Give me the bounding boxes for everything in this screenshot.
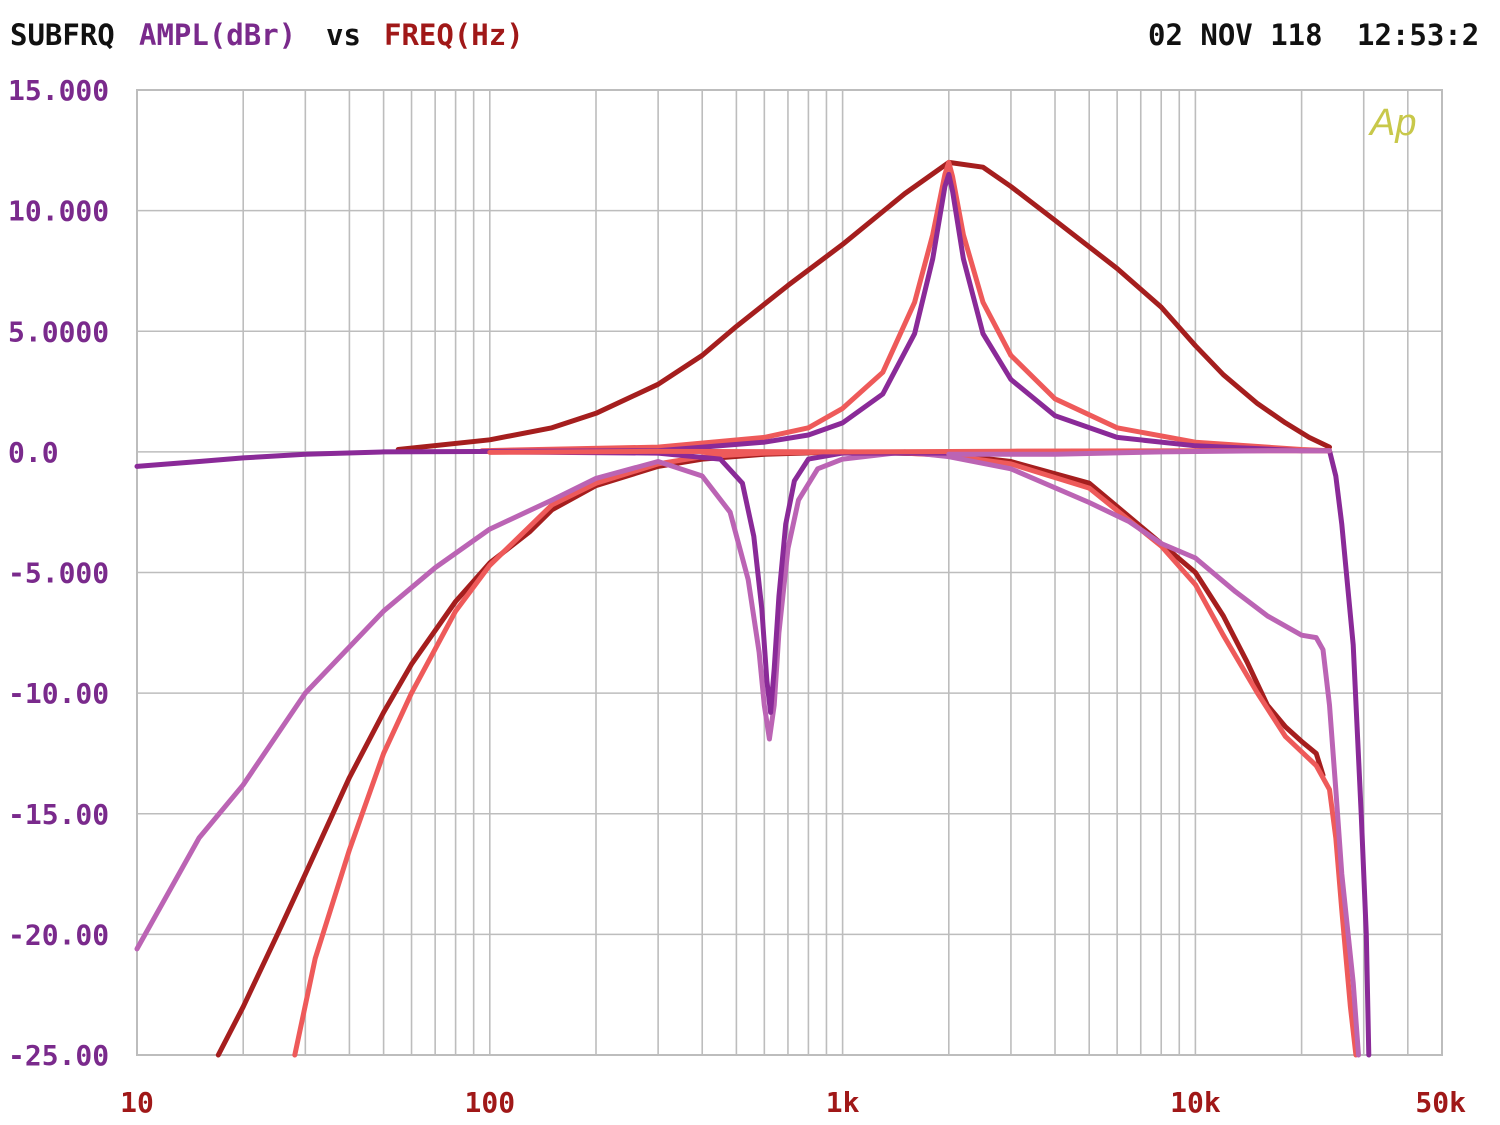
grid <box>136 89 1443 1056</box>
series-line-9 <box>946 448 1332 457</box>
x-tick-label: 10 <box>120 1086 154 1119</box>
header-vs: vs <box>326 18 361 52</box>
plot-border <box>136 89 1443 1056</box>
y-tick-label: 15.000 <box>8 74 109 107</box>
y-tick-label: 10.000 <box>8 195 109 228</box>
y-tick-label: -25.00 <box>8 1039 109 1072</box>
x-tick-label: 1k <box>826 1086 860 1119</box>
y-tick-label: -20.00 <box>8 918 109 951</box>
header-y-quantity: AMPL(dBr) <box>139 18 297 52</box>
y-tick-label: 5.0000 <box>8 315 109 348</box>
y-tick-labels: 15.000 10.000 5.0000 0.0 -5.000 -10.00 -15.00 -… <box>8 74 109 1072</box>
y-tick-label: 0.0 <box>8 436 59 469</box>
header-x-quantity: FREQ(Hz) <box>384 18 524 52</box>
x-tick-labels: 10 100 1k 10k 50k <box>120 1086 1466 1119</box>
header-measurement: SUBFRQ <box>10 18 115 52</box>
x-tick-label: 10k <box>1170 1086 1221 1119</box>
series-line-6 <box>134 449 1361 1058</box>
series-line-7 <box>487 449 1014 715</box>
series-line-2 <box>479 159 1332 454</box>
x-tick-label: 100 <box>465 1086 516 1119</box>
y-tick-label: -10.00 <box>8 677 109 710</box>
ap-logo: Ap <box>1368 102 1416 144</box>
x-tick-label: 50k <box>1415 1086 1466 1119</box>
series-line-1 <box>395 159 1332 452</box>
y-tick-label: -5.000 <box>8 557 109 590</box>
y-tick-label: -15.00 <box>8 798 109 831</box>
header-time: 12:53:2 <box>1357 18 1480 52</box>
series-group <box>134 159 1372 1058</box>
header-date: 02 NOV 118 <box>1148 18 1323 52</box>
